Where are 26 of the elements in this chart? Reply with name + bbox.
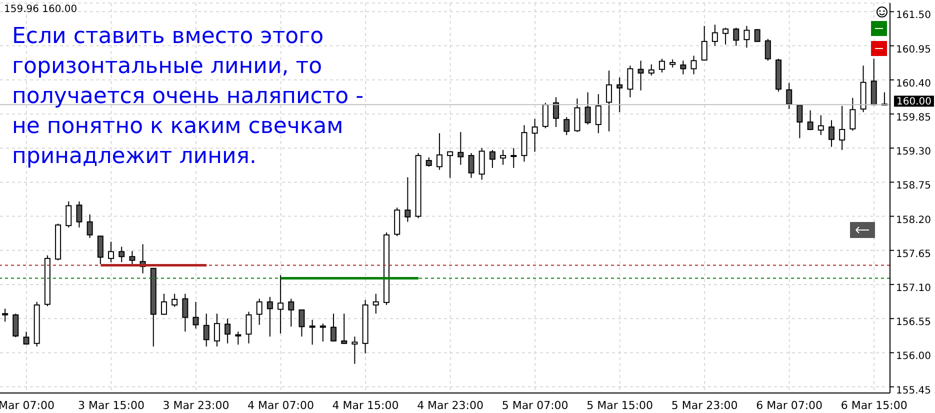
y-tick-label: 157.65 xyxy=(896,248,931,260)
y-tick-label: 159.85 xyxy=(896,112,931,124)
x-tick-label: 5 Mar 23:00 xyxy=(671,398,738,412)
x-tick-label: Mar 07:00 xyxy=(0,398,54,412)
ref-line-label: 160.00 xyxy=(896,96,932,108)
annotation: 159.96 160.00 xyxy=(4,4,78,15)
x-tick-label: 4 Mar 07:00 xyxy=(248,398,314,412)
y-tick-label: 157.10 xyxy=(896,283,931,294)
x-tick-label: 6 Mar 07:00 xyxy=(756,398,823,412)
y-tick-label: 161.50 xyxy=(896,10,931,22)
x-tick-label: 3 Mar 15:00 xyxy=(78,398,144,412)
x-tick-label: 4 Mar 15:00 xyxy=(332,398,399,412)
y-tick-label: 158.20 xyxy=(896,214,931,226)
y-tick-label: 160.40 xyxy=(896,78,931,90)
x-tick-label: 3 Mar 23:00 xyxy=(162,398,230,412)
x-tick-label: 5 Mar 07:00 xyxy=(502,398,568,412)
x-tick-label: 5 Mar 15:00 xyxy=(586,398,654,412)
y-tick-label: 160.95 xyxy=(896,44,931,56)
x-tick-label: 4 Mar 23:00 xyxy=(417,398,484,412)
annotation: Если ставить вместо этого горизонтальные линии, то получается очень наляписто - не понятно к каким свечкам принадлежит линия. xyxy=(12,23,364,171)
y-tick-label: 156.55 xyxy=(896,317,931,328)
y-tick-label: 158.75 xyxy=(896,180,931,192)
y-tick-label: 159.30 xyxy=(896,146,931,158)
y-tick-label: 156.00 xyxy=(896,351,931,362)
x-tick-label: 6 Mar 15:00 xyxy=(840,398,908,412)
y-tick-label: 155.45 xyxy=(896,385,931,396)
